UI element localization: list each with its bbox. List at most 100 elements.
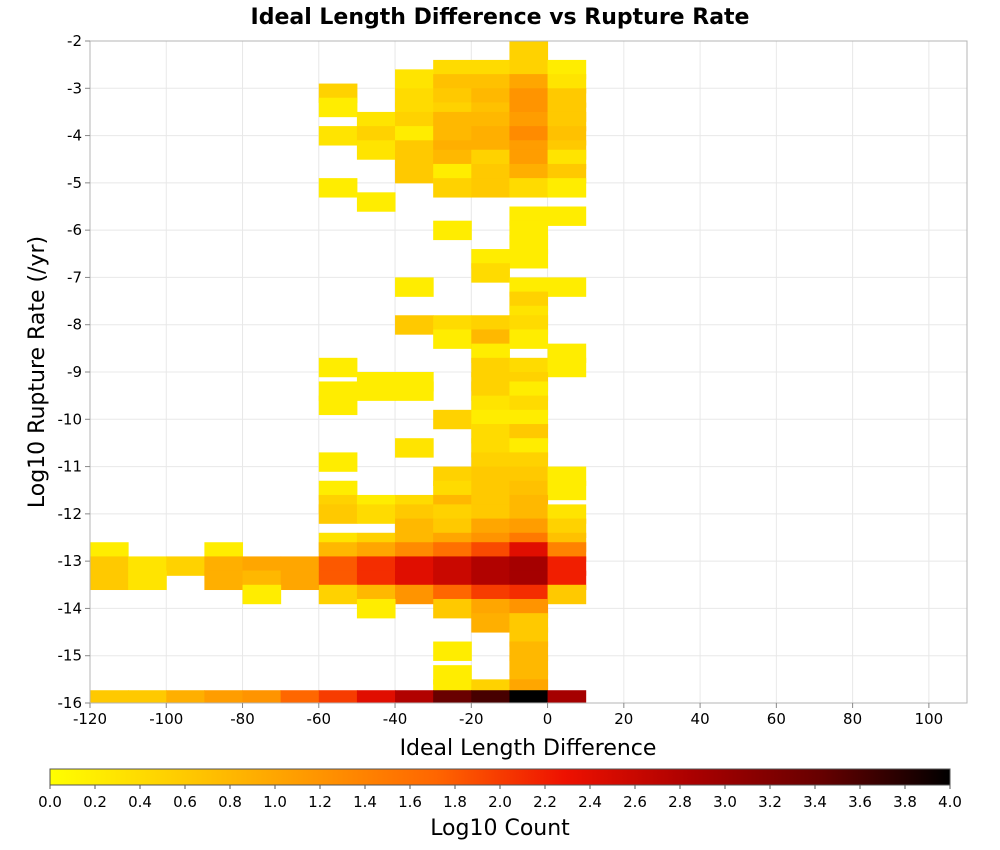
colorbar-ticks: 0.0 0.2 0.4 0.6 0.8 1.0 1.2 1.4 1.6 1.8 2.0 2.2 2.4 2… bbox=[38, 785, 962, 811]
y-tick-label: -2 bbox=[67, 32, 82, 50]
colorbar-tick-label: 3.4 bbox=[803, 793, 827, 811]
y-tick-label: -12 bbox=[58, 505, 83, 523]
heatmap-cell bbox=[318, 395, 358, 416]
colorbar-tick-label: 3.0 bbox=[713, 793, 737, 811]
heatmap-cell bbox=[547, 690, 587, 704]
heatmap-cell bbox=[318, 452, 358, 472]
x-tick-label: -60 bbox=[307, 710, 332, 728]
heatmap-cell bbox=[204, 690, 244, 704]
heatmap-cell bbox=[356, 504, 396, 524]
y-tick-label: -10 bbox=[58, 410, 83, 428]
x-tick-label: -100 bbox=[149, 710, 183, 728]
y-tick-label: -16 bbox=[58, 694, 83, 712]
heatmap-cell bbox=[128, 690, 167, 704]
heatmap-cell bbox=[433, 690, 472, 704]
heatmap-cell bbox=[395, 69, 434, 89]
heatmap-cell bbox=[509, 329, 549, 349]
heatmap-cell bbox=[204, 570, 244, 591]
heatmap-cell bbox=[128, 570, 167, 591]
colorbar-tick-label: 0.8 bbox=[218, 793, 242, 811]
heatmap-cell bbox=[356, 140, 396, 160]
heatmap-cell bbox=[166, 556, 205, 576]
heatmap-cell bbox=[280, 570, 320, 591]
heatmap-cell bbox=[547, 206, 587, 226]
x-tick-label: -80 bbox=[230, 710, 255, 728]
colorbar-tick-label: 0.6 bbox=[173, 793, 197, 811]
colorbar-tick-label: 3.6 bbox=[848, 793, 872, 811]
colorbar-tick-label: 3.2 bbox=[758, 793, 782, 811]
heatmap-cell bbox=[356, 598, 396, 619]
heatmap-cell bbox=[547, 277, 587, 297]
colorbar-tick-label: 1.4 bbox=[353, 793, 377, 811]
colorbar-tick-label: 2.4 bbox=[578, 793, 602, 811]
colorbar bbox=[49, 768, 951, 786]
heatmap-cell bbox=[395, 584, 434, 605]
heatmap-cell bbox=[509, 249, 549, 269]
x-tick-label: -20 bbox=[459, 710, 484, 728]
heatmap-cell bbox=[318, 178, 358, 198]
heatmap-cell bbox=[509, 41, 549, 61]
x-tick-label: -120 bbox=[73, 710, 107, 728]
heatmap-cell bbox=[318, 504, 358, 524]
heatmap-cell bbox=[433, 329, 472, 349]
x-tick-label: 40 bbox=[691, 710, 710, 728]
heatmap-cell bbox=[318, 97, 358, 118]
y-tick-label: -6 bbox=[67, 221, 82, 239]
x-axis-ticks: -120 -100 -80 -60 -40 -20 0 20 40 60 80 100 bbox=[73, 703, 943, 728]
y-axis-ticks: -2 -3 -4 -5 -6 -7 -8 -9 -10 -11 -12 -13 -14 -15 -16 bbox=[58, 32, 90, 712]
colorbar-tick-label: 3.8 bbox=[893, 793, 917, 811]
heatmap-cell bbox=[433, 598, 472, 619]
heatmap-cell bbox=[433, 409, 472, 430]
y-axis-label: Log10 Rupture Rate (/yr) bbox=[25, 236, 50, 508]
colorbar-tick-label: 2.2 bbox=[533, 793, 557, 811]
heatmap-cell bbox=[395, 315, 434, 335]
colorbar-label: Log10 Count bbox=[430, 816, 570, 841]
heatmap-cell bbox=[471, 613, 510, 633]
colorbar-tick-label: 2.6 bbox=[623, 793, 647, 811]
heatmap-cell bbox=[356, 381, 396, 401]
colorbar-tick-label: 0.2 bbox=[83, 793, 107, 811]
colorbar-tick-label: 1.8 bbox=[443, 793, 467, 811]
x-tick-label: 80 bbox=[843, 710, 862, 728]
x-tick-label: -40 bbox=[383, 710, 408, 728]
heatmap-cell bbox=[166, 690, 205, 704]
y-tick-label: -4 bbox=[67, 127, 82, 145]
colorbar-tick-label: 1.6 bbox=[398, 793, 422, 811]
colorbar-tick-label: 2.8 bbox=[668, 793, 692, 811]
heatmap-cell bbox=[547, 480, 587, 501]
heatmap-cell bbox=[395, 690, 434, 704]
heatmap-cell bbox=[356, 192, 396, 212]
heatmap-cell bbox=[242, 690, 282, 704]
heatmap-cell bbox=[318, 584, 358, 605]
heatmap-cell bbox=[318, 357, 358, 378]
heatmap-cell bbox=[280, 690, 320, 704]
heatmap-cell bbox=[395, 438, 434, 458]
heatmap-cell bbox=[433, 178, 472, 198]
heatmap-cell bbox=[509, 690, 549, 704]
heatmap-cell bbox=[509, 178, 549, 198]
colorbar-tick-label: 0.0 bbox=[38, 793, 62, 811]
x-tick-label: 100 bbox=[915, 710, 944, 728]
heatmap-cell bbox=[356, 690, 396, 704]
y-tick-label: -9 bbox=[67, 363, 82, 381]
colorbar-tick-label: 0.4 bbox=[128, 793, 152, 811]
heatmap-cell bbox=[90, 570, 129, 591]
heatmap-cell bbox=[547, 584, 587, 605]
heatmap-cell bbox=[395, 277, 434, 297]
heatmap-cell bbox=[433, 220, 472, 241]
y-tick-label: -7 bbox=[67, 268, 82, 286]
heatmap-cell bbox=[318, 126, 358, 146]
heatmap-cell bbox=[395, 381, 434, 401]
x-tick-label: 20 bbox=[614, 710, 633, 728]
heatmap-cell bbox=[242, 584, 282, 605]
y-tick-label: -14 bbox=[58, 599, 83, 617]
y-tick-label: -15 bbox=[58, 647, 83, 665]
colorbar-tick-label: 1.2 bbox=[308, 793, 332, 811]
heatmap-cell bbox=[395, 163, 434, 184]
y-tick-label: -3 bbox=[67, 79, 82, 97]
heatmap-cell bbox=[471, 690, 510, 704]
heatmap-cell bbox=[471, 178, 510, 198]
chart-title: Ideal Length Difference vs Rupture Rate bbox=[251, 5, 750, 30]
x-tick-label: 60 bbox=[767, 710, 786, 728]
